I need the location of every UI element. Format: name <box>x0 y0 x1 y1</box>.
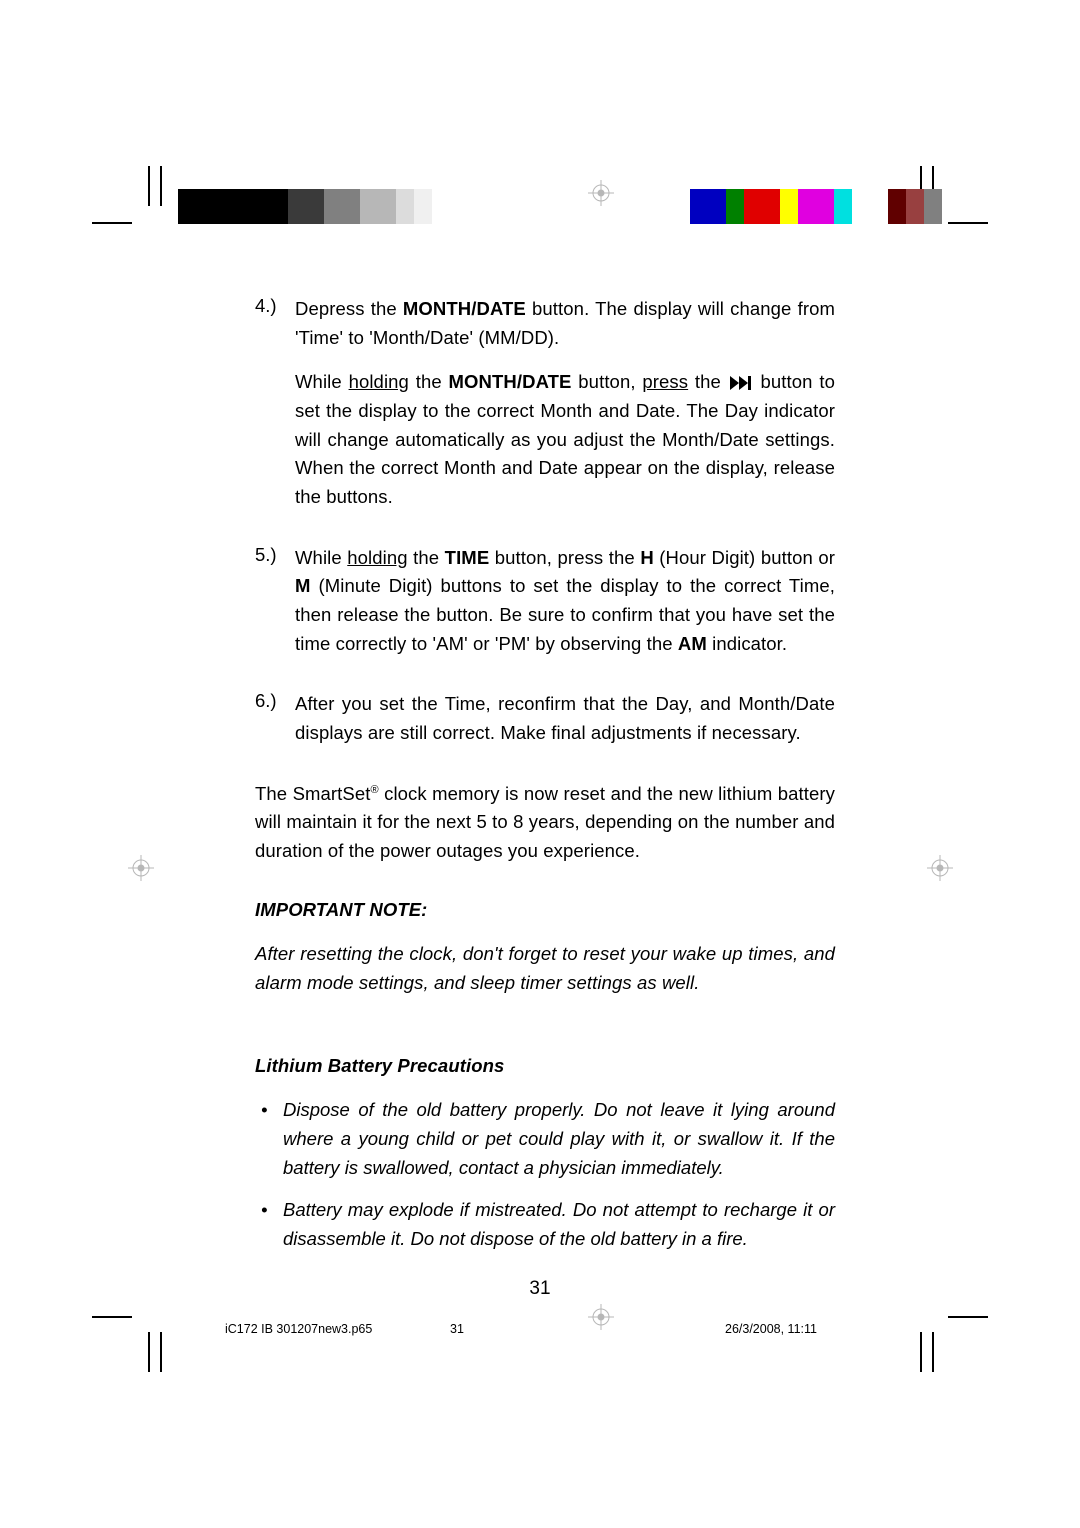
color-swatch <box>288 189 324 224</box>
crop-mark <box>148 1332 150 1372</box>
color-swatch <box>378 189 396 224</box>
color-swatch <box>780 189 798 224</box>
crop-mark <box>948 1316 988 1318</box>
important-note-heading: IMPORTANT NOTE: <box>255 896 835 925</box>
color-swatch <box>690 189 726 224</box>
step-number: 4.) <box>255 295 277 317</box>
step-number: 5.) <box>255 544 277 566</box>
footer-datetime: 26/3/2008, 11:11 <box>725 1322 817 1336</box>
step-6: 6.) After you set the Time, reconfirm th… <box>255 690 835 747</box>
step-5: 5.) While holding the TIME button, press… <box>255 544 835 659</box>
color-swatch <box>924 189 942 224</box>
registration-mark-icon <box>588 180 614 206</box>
color-swatch <box>342 189 360 224</box>
section-heading: Lithium Battery Precautions <box>255 1052 835 1081</box>
skip-forward-icon <box>730 376 752 390</box>
step-text: Depress the MONTH/DATE button. The displ… <box>295 295 835 352</box>
step-number: 6.) <box>255 690 277 712</box>
list-item: Dispose of the old battery properly. Do … <box>255 1096 835 1182</box>
color-swatch <box>888 189 906 224</box>
crop-mark <box>920 1332 922 1372</box>
crop-mark <box>932 1332 934 1372</box>
step-4: 4.) Depress the MONTH/DATE button. The d… <box>255 295 835 512</box>
registration-mark-icon <box>128 855 154 881</box>
footer-filename: iC172 IB 301207new3.p65 <box>225 1322 372 1336</box>
color-swatch <box>178 189 288 224</box>
smartset-paragraph: The SmartSet® clock memory is now reset … <box>255 780 835 866</box>
color-bars <box>0 189 1080 224</box>
color-swatch <box>726 189 744 224</box>
steps-list: 4.) Depress the MONTH/DATE button. The d… <box>255 295 835 748</box>
step-text: While holding the TIME button, press the… <box>295 544 835 659</box>
registered-mark: ® <box>370 784 378 796</box>
registration-mark-icon <box>927 855 953 881</box>
color-swatch <box>906 189 924 224</box>
color-swatch <box>852 189 888 224</box>
page-content: 4.) Depress the MONTH/DATE button. The d… <box>255 295 835 1268</box>
precautions-list: Dispose of the old battery properly. Do … <box>255 1096 835 1253</box>
color-swatch <box>744 189 780 224</box>
color-swatch <box>360 189 378 224</box>
color-swatch <box>414 189 432 224</box>
color-swatch <box>396 189 414 224</box>
page-number: 31 <box>0 1278 1080 1300</box>
color-swatch <box>798 189 834 224</box>
color-swatch <box>324 189 342 224</box>
color-swatch <box>834 189 852 224</box>
important-note-body: After resetting the clock, don't forget … <box>255 940 835 997</box>
registration-mark-icon <box>588 1304 614 1330</box>
footer-page: 31 <box>450 1322 464 1336</box>
step-text: After you set the Time, reconfirm that t… <box>295 690 835 747</box>
step-text: While holding the MONTH/DATE button, pre… <box>295 368 835 511</box>
crop-mark <box>92 1316 132 1318</box>
list-item: Battery may explode if mistreated. Do no… <box>255 1196 835 1253</box>
page: 4.) Depress the MONTH/DATE button. The d… <box>0 0 1080 1528</box>
crop-mark <box>160 1332 162 1372</box>
